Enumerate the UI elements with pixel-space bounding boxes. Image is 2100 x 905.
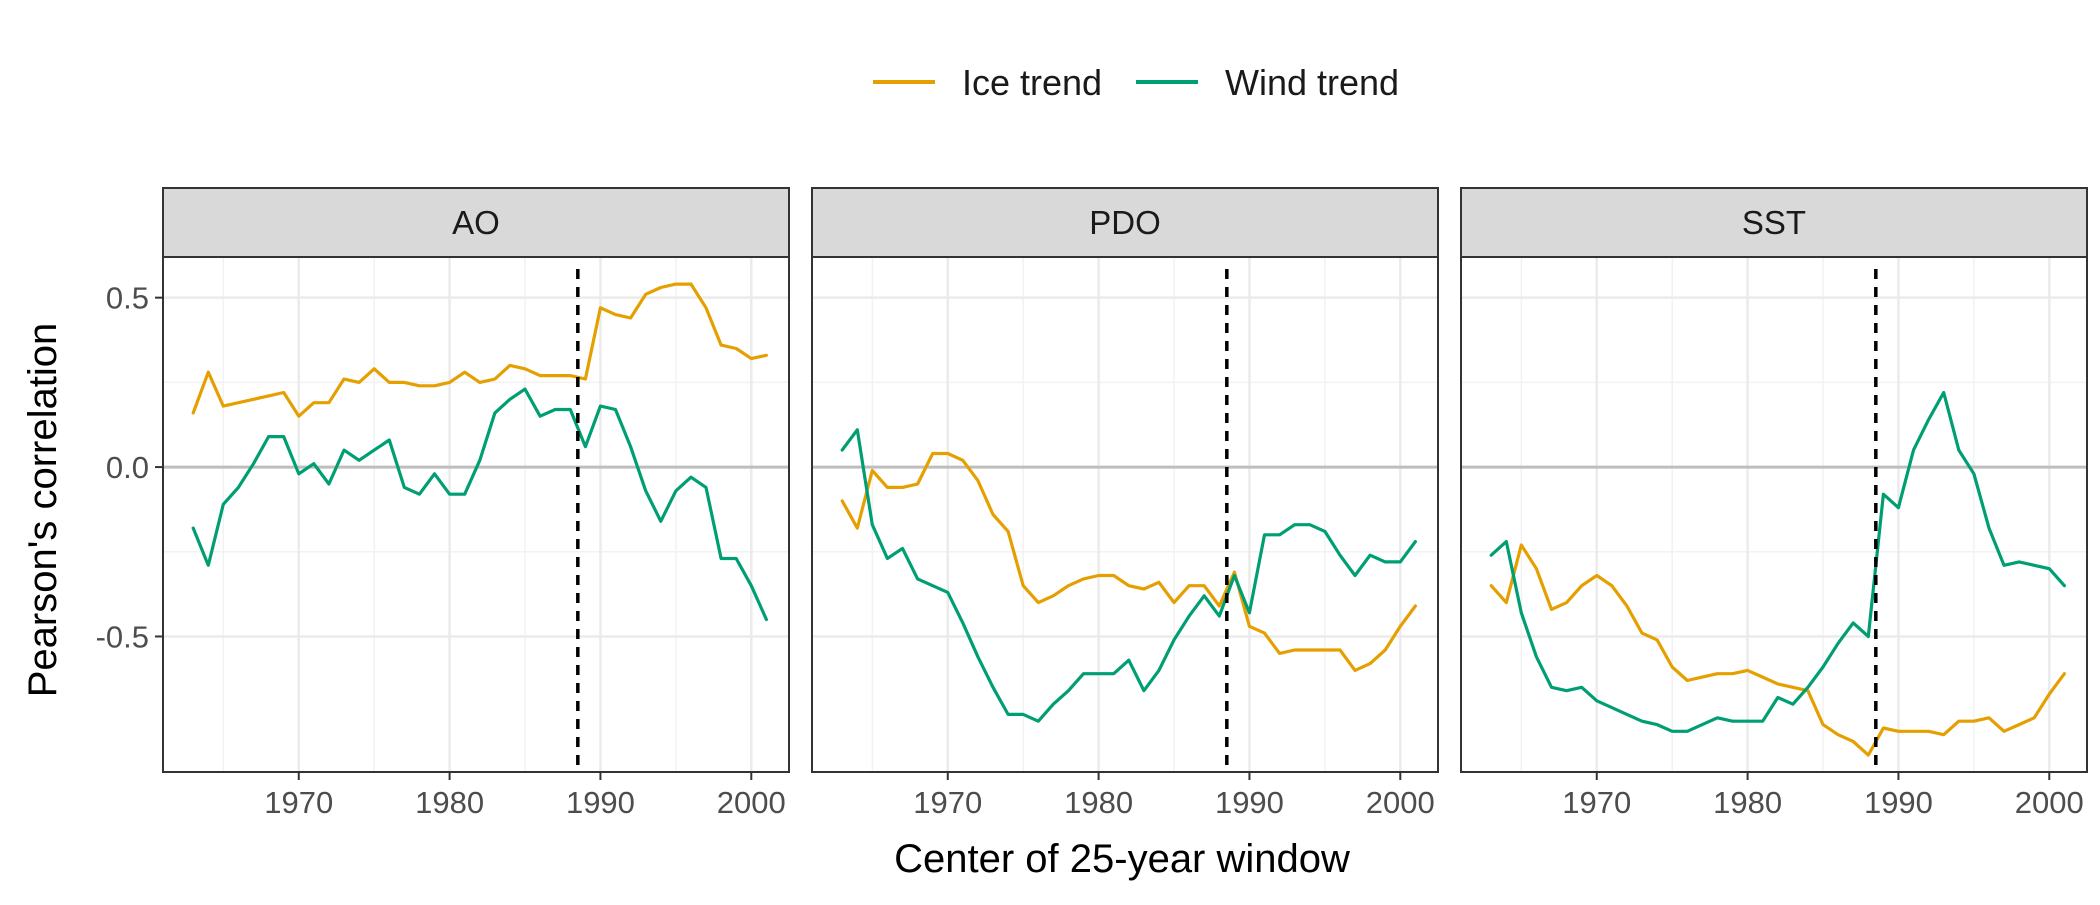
x-tick-label: 1980 bbox=[415, 785, 484, 820]
panel-strip-ao bbox=[162, 187, 790, 258]
x-tick-label: 1980 bbox=[1713, 785, 1782, 820]
series-line-pdo-ice-trend bbox=[840, 451, 1418, 673]
facet-panels: AO 1970 1980 1990 2000 0.5 0.0 -0.5 PDO 1970 1980 1… bbox=[96, 187, 2088, 820]
legend: Ice trend Wind trend bbox=[873, 62, 1399, 103]
series-line-pdo-wind-trend bbox=[840, 428, 1418, 723]
series-line-ao-ice-trend bbox=[191, 282, 769, 418]
x-tick-label: 1970 bbox=[913, 785, 982, 820]
legend-label-ice-trend: Ice trend bbox=[962, 62, 1102, 103]
x-tick-label: 1990 bbox=[566, 785, 635, 820]
series-line-sst-ice-trend bbox=[1489, 543, 2066, 757]
y-tick-label: 0.0 bbox=[106, 450, 149, 485]
plot-area-pdo bbox=[812, 257, 1438, 772]
legend-label-wind-trend: Wind trend bbox=[1225, 62, 1399, 103]
panel-border-sst bbox=[1460, 256, 2088, 773]
x-tick-label: 1970 bbox=[1562, 785, 1631, 820]
panel-border-ao bbox=[162, 256, 790, 773]
panel-title-pdo: PDO bbox=[1089, 204, 1161, 241]
y-tick-label: 0.5 bbox=[106, 281, 149, 316]
x-tick-label: 1970 bbox=[264, 785, 333, 820]
y-axis-title: Pearson's correlation bbox=[21, 323, 65, 698]
x-tick-label: 1990 bbox=[1215, 785, 1284, 820]
plot-area-ao bbox=[163, 257, 789, 772]
plot-area-sst bbox=[1461, 257, 2087, 772]
x-tick-label: 2000 bbox=[717, 785, 786, 820]
panel-pdo: PDO 1970 1980 1990 2000 bbox=[811, 187, 1439, 820]
series-line-ao-wind-trend bbox=[191, 387, 769, 622]
x-axis-title: Center of 25-year window bbox=[894, 837, 1350, 881]
panel-title-ao: AO bbox=[452, 204, 500, 241]
panel-strip-pdo bbox=[811, 187, 1439, 258]
panel-ao: AO 1970 1980 1990 2000 0.5 0.0 -0.5 bbox=[96, 187, 790, 820]
x-tick-label: 2000 bbox=[2015, 785, 2084, 820]
series-line-sst-wind-trend bbox=[1489, 390, 2066, 733]
x-tick-label: 1980 bbox=[1064, 785, 1133, 820]
panel-title-sst: SST bbox=[1742, 204, 1806, 241]
x-tick-label: 2000 bbox=[1366, 785, 1435, 820]
panel-sst: SST 1970 1980 1990 2000 bbox=[1460, 187, 2088, 820]
x-tick-label: 1990 bbox=[1864, 785, 1933, 820]
y-tick-label: -0.5 bbox=[96, 619, 149, 654]
panel-border-pdo bbox=[811, 256, 1439, 773]
